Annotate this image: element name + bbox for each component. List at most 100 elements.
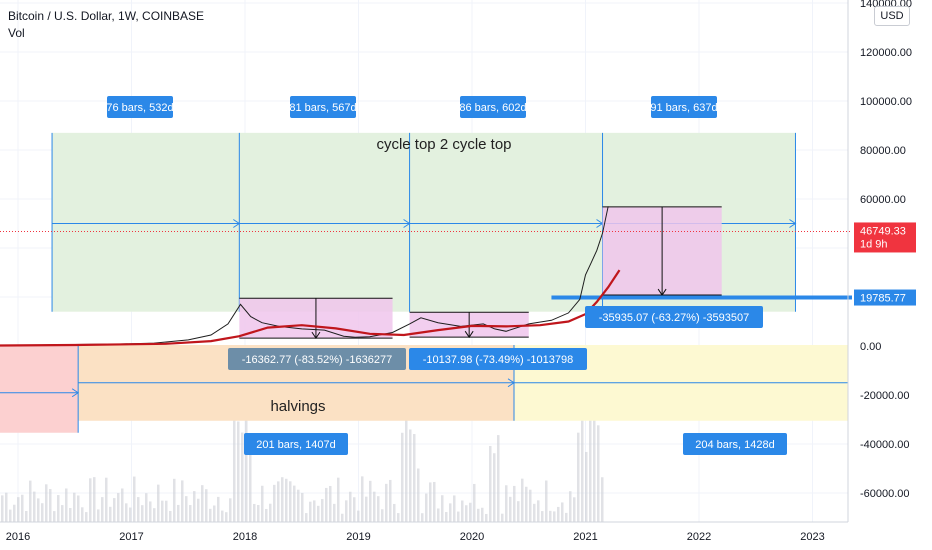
- volume-bar: [81, 507, 84, 522]
- volume-bar: [489, 445, 492, 522]
- volume-bar: [289, 481, 292, 522]
- volume-bar: [37, 498, 40, 522]
- y-tick-label-3: 80000.00: [860, 145, 906, 157]
- volume-bar: [261, 485, 264, 522]
- volume-label: Vol: [8, 26, 25, 40]
- volume-bar: [509, 496, 512, 522]
- volume-bar: [365, 496, 368, 522]
- cycle-label-2-bg: [460, 96, 526, 118]
- volume-bar: [313, 500, 316, 522]
- volume-bar: [73, 492, 76, 522]
- volume-bar: [473, 483, 476, 522]
- volume-bar: [325, 487, 328, 522]
- volume-bar: [389, 479, 392, 522]
- volume-bar: [465, 505, 468, 522]
- x-tick-label-0: 2016: [6, 531, 30, 543]
- volume-bar: [293, 485, 296, 522]
- y-tick-label-0: 140000.00: [860, 0, 912, 10]
- volume-bar: [89, 478, 92, 522]
- volume-bar: [373, 491, 376, 522]
- cycle-label-0-text: 76 bars, 532d: [106, 102, 173, 114]
- volume-bar: [217, 496, 220, 522]
- volume-bar: [589, 406, 592, 522]
- cycle-label-3: 91 bars, 637d: [650, 96, 718, 118]
- last-price-badge-bg: [854, 222, 916, 253]
- halving-label-1-bg: [244, 433, 348, 455]
- volume-bar: [201, 485, 204, 522]
- volume-bar: [569, 491, 572, 522]
- volume-bar: [305, 513, 308, 522]
- volume-bar: [481, 507, 484, 522]
- volume-bar: [5, 492, 8, 522]
- x-tick-label-4: 2020: [460, 531, 484, 543]
- volume-bar: [97, 509, 100, 522]
- cycle-zone-label: cycle top 2 cycle top: [376, 136, 511, 153]
- drawdown-label-2-text: -35935.07 (-63.27%) -3593507: [599, 312, 749, 324]
- volume-bar: [477, 508, 480, 522]
- level-price-badge: 19785.77: [854, 289, 916, 306]
- cycle-label-1-bg: [290, 96, 356, 118]
- y-tick-label-1: 120000.00: [860, 47, 912, 59]
- halving-zone-red: [0, 345, 79, 433]
- y-tick-label-9: -40000.00: [860, 439, 910, 451]
- volume-bar: [193, 491, 196, 522]
- volume-bar: [69, 507, 72, 522]
- volume-bar: [125, 503, 128, 522]
- volume-bar: [545, 480, 548, 522]
- halvings-label: halvings: [270, 398, 325, 415]
- volume-bar: [437, 508, 440, 522]
- halving-label-1: 201 bars, 1407d: [244, 433, 348, 455]
- volume-bar: [205, 489, 208, 522]
- volume-bar: [1, 495, 4, 522]
- x-tick-label-1: 2017: [119, 531, 143, 543]
- volume-bar: [33, 491, 36, 522]
- volume-bar: [533, 503, 536, 522]
- volume-bar: [357, 510, 360, 522]
- x-tick-label-3: 2019: [346, 531, 370, 543]
- volume-bar: [13, 504, 16, 522]
- volume-bar: [341, 513, 344, 522]
- volume-bar: [501, 513, 504, 522]
- volume-bar: [153, 508, 156, 522]
- volume-bar: [41, 503, 44, 522]
- volume-bar: [529, 489, 532, 522]
- drawdown-label-1-text: -10137.98 (-73.49%) -1013798: [423, 354, 573, 366]
- level-price-badge-text: 19785.77: [860, 293, 906, 305]
- volume-bar: [53, 511, 56, 522]
- volume-bar: [149, 501, 152, 522]
- volume-bar: [425, 493, 428, 522]
- volume-bar: [369, 480, 372, 522]
- volume-bar: [121, 488, 124, 522]
- cycle-label-2-text: 86 bars, 602d: [459, 102, 526, 114]
- volume-bar: [105, 477, 108, 522]
- volume-bar: [17, 497, 20, 522]
- volume-bar: [513, 485, 516, 522]
- volume-bar: [233, 415, 236, 522]
- volume-bar: [197, 498, 200, 522]
- y-tick-label-7: 0.00: [860, 341, 881, 353]
- volume-bar: [165, 500, 168, 522]
- volume-bar: [525, 486, 528, 522]
- volume-bar: [257, 505, 260, 522]
- drawdown-label-2: -35935.07 (-63.27%) -3593507: [585, 306, 763, 328]
- volume-bar: [285, 478, 288, 522]
- volume-bar: [273, 484, 276, 522]
- volume-bar: [253, 503, 256, 522]
- currency-button[interactable]: USD: [874, 6, 910, 26]
- cycle-label-3-bg: [651, 96, 717, 118]
- volume-bar: [345, 500, 348, 522]
- volume-bar: [429, 482, 432, 522]
- volume-bar: [133, 476, 136, 522]
- volume-bar: [85, 512, 88, 522]
- volume-bar: [93, 477, 96, 522]
- volume-bar: [113, 498, 116, 522]
- cycle-label-1-text: 81 bars, 567d: [289, 102, 356, 114]
- y-tick-label-10: -60000.00: [860, 488, 910, 500]
- drawdown-arrow-0-head: [311, 331, 321, 340]
- last-price-badge-text: 46749.33: [860, 225, 906, 237]
- y-tick-label-4: 60000.00: [860, 194, 906, 206]
- volume-bar: [469, 502, 472, 522]
- volume-bar: [189, 505, 192, 522]
- drawdown-label-0-bg: [228, 348, 406, 370]
- volume-bar: [181, 480, 184, 522]
